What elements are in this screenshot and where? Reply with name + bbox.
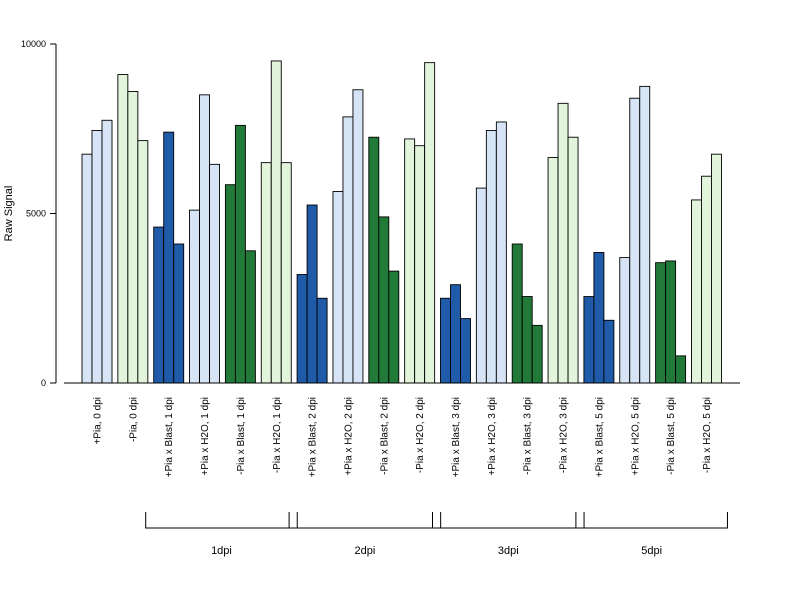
bar: [675, 355, 687, 384]
bar: [332, 191, 344, 384]
bar: [711, 153, 722, 384]
category-label: +Pia x Blast, 5 dpi: [594, 397, 605, 477]
group-label: 3dpi: [498, 545, 519, 557]
y-ticks-layer: 0 5000 10000: [21, 39, 56, 388]
category-label: +Pia x H2O, 5 dpi: [630, 397, 641, 476]
bar: [404, 138, 416, 384]
bar: [280, 162, 292, 384]
bar: [639, 85, 651, 384]
bar: [163, 131, 175, 384]
category-label: -Pia x Blast, 3 dpi: [523, 397, 534, 475]
bar: [81, 153, 93, 384]
bar: [521, 296, 533, 384]
bar: [296, 274, 308, 384]
bar: [655, 262, 667, 384]
bar: [137, 140, 149, 384]
category-label: -Pia x Blast, 2 dpi: [379, 397, 390, 475]
bar: [173, 243, 185, 384]
bar: [619, 257, 631, 384]
category-label: -Pia x Blast, 5 dpi: [666, 397, 677, 475]
bar: [352, 89, 364, 384]
category-label: +Pia x H2O, 2 dpi: [343, 397, 354, 476]
group-label: 1dpi: [211, 545, 232, 557]
category-label: +Pia x Blast, 1 dpi: [164, 397, 175, 477]
bar: [117, 74, 129, 384]
y-tick-label: 0: [41, 378, 46, 388]
category-label: -Pia x Blast, 1 dpi: [236, 397, 247, 475]
bar: [665, 260, 677, 384]
bar: [485, 129, 497, 384]
bar: [547, 157, 559, 384]
axes-layer: Raw Signal: [3, 44, 740, 384]
category-label: -Pia x H2O, 5 dpi: [702, 397, 713, 473]
bar: [378, 216, 390, 384]
group-bracket: [432, 512, 585, 529]
category-label: +Pia x Blast, 3 dpi: [451, 397, 462, 477]
group-label: 5dpi: [641, 545, 662, 557]
bar: [316, 297, 328, 384]
category-label: +Pia, 0 dpi: [93, 397, 104, 445]
bar: [234, 124, 246, 384]
bar: [414, 145, 426, 384]
bar: [189, 209, 201, 384]
bar: [306, 204, 318, 384]
y-tick-label: 10000: [21, 39, 46, 49]
bar: [567, 136, 579, 384]
bar: [691, 199, 702, 384]
bar: [460, 318, 471, 384]
bar: [270, 60, 282, 384]
y-axis-title: Raw Signal: [3, 186, 15, 242]
bar: [603, 319, 615, 384]
category-label: +Pia x H2O, 3 dpi: [487, 397, 498, 476]
category-label: -Pia x H2O, 3 dpi: [559, 397, 570, 473]
bar: [531, 324, 543, 384]
bar: [127, 91, 139, 384]
bar: [557, 102, 569, 384]
bar: [583, 296, 595, 384]
bar: [101, 119, 113, 384]
bar: [511, 243, 523, 384]
category-label: -Pia x H2O, 2 dpi: [415, 397, 426, 473]
bar: [450, 284, 461, 384]
bar: [209, 163, 221, 384]
bars-layer: [81, 60, 722, 384]
bar: [388, 270, 400, 384]
bar: [593, 252, 605, 384]
bar: [244, 250, 256, 384]
bar: [260, 162, 272, 384]
bar: [342, 116, 354, 384]
bar: [224, 184, 236, 384]
group-bracket: [288, 512, 442, 529]
y-tick-label: 5000: [26, 209, 46, 219]
category-label: +Pia x Blast, 2 dpi: [308, 397, 319, 477]
bar: [701, 175, 712, 384]
bar: [199, 94, 211, 384]
bar: [495, 121, 507, 384]
category-labels-layer: +Pia, 0 dpi -Pia, 0 dpi +Pia x Blast, 1 dp…: [93, 397, 713, 477]
bar: [424, 62, 436, 384]
group-bracket: [145, 512, 298, 529]
bar: [368, 136, 380, 384]
category-label: +Pia x H2O, 1 dpi: [200, 397, 211, 476]
bar: [153, 226, 165, 384]
group-label: 2dpi: [354, 545, 375, 557]
bar: [475, 187, 487, 384]
category-label: -Pia x H2O, 1 dpi: [272, 397, 283, 473]
category-label: -Pia, 0 dpi: [128, 397, 139, 442]
group-bracket: [575, 512, 728, 529]
group-brackets-layer: 1dpi 2dpi 3dpi 5dpi: [145, 512, 728, 557]
bar: [629, 97, 641, 384]
bar: [91, 129, 103, 384]
bar: [440, 297, 451, 384]
